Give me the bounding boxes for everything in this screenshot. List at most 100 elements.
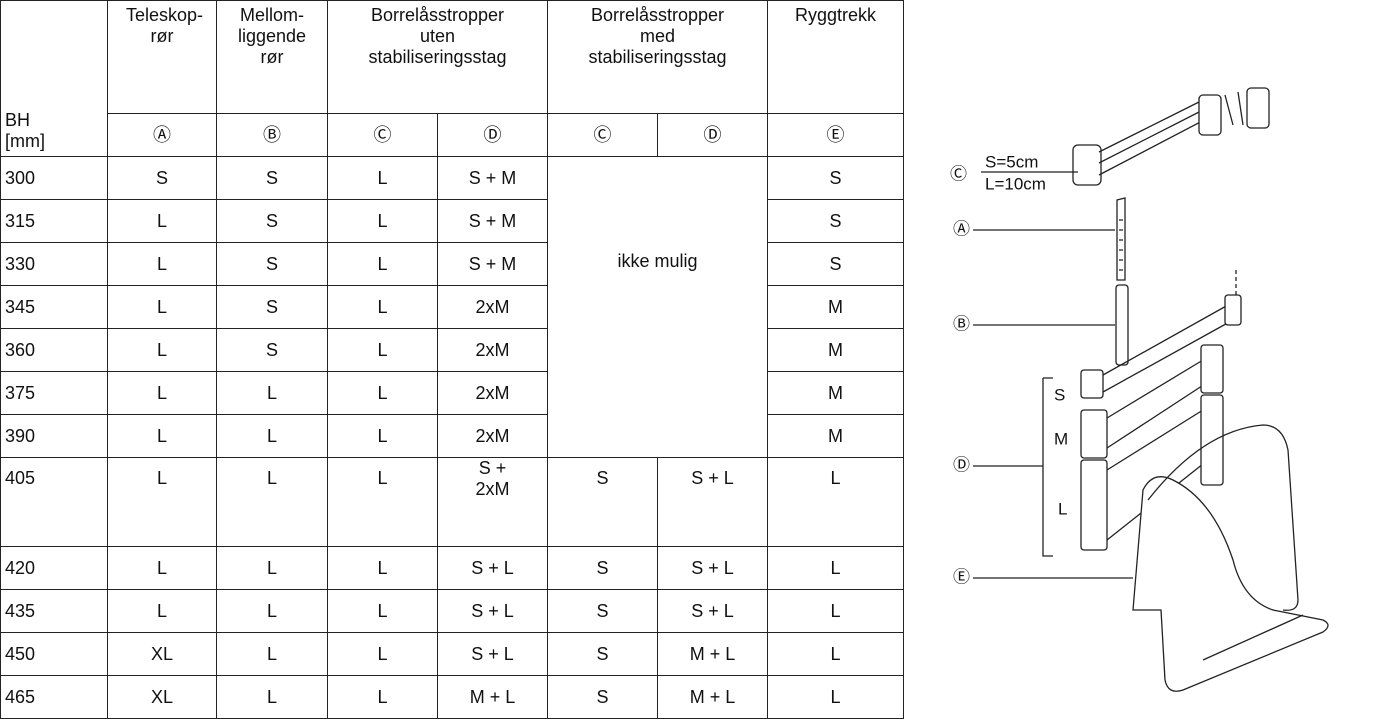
cell: L — [767, 589, 905, 633]
label-m: M — [1054, 429, 1068, 448]
column-header: Ryggtrekk — [767, 0, 905, 114]
cell: XL — [107, 632, 217, 676]
cell: L — [327, 371, 438, 415]
table-body: BH [mm] Teleskop-rør Mellom-liggende rør … — [0, 0, 905, 719]
label-d: Ⓓ — [953, 455, 970, 474]
cell: S + M — [436, 156, 549, 200]
cell: S — [107, 156, 217, 200]
cell: L — [216, 632, 328, 676]
data-row: 390 L L L 2xM M — [0, 414, 905, 458]
cell: M — [767, 371, 905, 415]
bh-cell: 390 — [0, 414, 108, 458]
cell: L — [107, 199, 217, 243]
cell: S + L — [657, 546, 769, 590]
cell: S — [547, 675, 659, 719]
cell: S + L — [436, 546, 549, 590]
bh-cell: 375 — [0, 371, 108, 415]
label-a: Ⓐ — [953, 219, 970, 238]
cell: S + L — [436, 589, 549, 633]
cell: S — [767, 242, 905, 286]
merged-note: ikke mulig — [547, 156, 769, 458]
data-row: 360 L S L 2xM M — [0, 328, 905, 372]
cell: L — [216, 457, 328, 547]
symbol-cell: Ⓓ — [436, 113, 549, 157]
cell: L — [767, 546, 905, 590]
size-table: BH [mm] Teleskop-rør Mellom-liggende rør … — [0, 0, 905, 719]
cell: S — [216, 328, 328, 372]
cell: S — [216, 242, 328, 286]
bh-cell: 465 — [0, 675, 108, 719]
cell: S — [767, 156, 905, 200]
label-s-size: S=5cm — [985, 152, 1038, 171]
cell: S — [767, 199, 905, 243]
header-row: BH [mm] Teleskop-rør Mellom-liggende rør … — [0, 0, 905, 157]
bh-cell: 315 — [0, 199, 108, 243]
column-header: Borrelåsstropper uten stabiliseringsstag — [326, 0, 549, 114]
bh-cell: 450 — [0, 632, 108, 676]
cell: L — [327, 546, 438, 590]
symbol-cell: Ⓒ — [547, 113, 659, 157]
cell: L — [327, 675, 438, 719]
data-row: 375 L L L 2xM M — [0, 371, 905, 415]
cell: M — [767, 414, 905, 458]
symbol-cell: Ⓔ — [767, 113, 905, 157]
cell: S + L — [657, 457, 769, 547]
cell: L — [767, 457, 905, 547]
cell: L — [327, 156, 438, 200]
cell: S + 2xM — [436, 457, 549, 547]
label-l: L — [1058, 499, 1067, 518]
symbol-cell: Ⓒ — [327, 113, 438, 157]
cell: S + M — [436, 242, 549, 286]
bh-unit: [mm] — [5, 131, 45, 151]
assembly-diagram: Ⓒ S=5cm L=10cm Ⓐ Ⓑ S M Ⓓ L Ⓔ — [950, 87, 1329, 692]
symbol-cell: Ⓑ — [216, 113, 328, 157]
label-b: Ⓑ — [953, 314, 970, 333]
cell: M + L — [657, 675, 769, 719]
bh-cell: 360 — [0, 328, 108, 372]
cell: L — [107, 546, 217, 590]
bh-cell: 420 — [0, 546, 108, 590]
cell: L — [327, 414, 438, 458]
cell: S — [216, 199, 328, 243]
cell: M + L — [657, 632, 769, 676]
cell: L — [107, 414, 217, 458]
bh-label: BH — [5, 110, 31, 130]
cell: L — [327, 589, 438, 633]
cell: 2xM — [436, 414, 549, 458]
cell: L — [107, 328, 217, 372]
label-l-size: L=10cm — [985, 174, 1046, 193]
cell: L — [327, 457, 438, 547]
cell: L — [327, 242, 438, 286]
cell: 2xM — [436, 371, 549, 415]
cell: L — [216, 546, 328, 590]
bh-cell: 300 — [0, 156, 108, 200]
cell: S + M — [436, 199, 549, 243]
column-header: Mellom-liggende rør — [216, 0, 328, 114]
column-header: Teleskop-rør — [107, 0, 217, 114]
cell: L — [327, 632, 438, 676]
cell: L — [327, 328, 438, 372]
cell: L — [216, 675, 328, 719]
bh-cell: 330 — [0, 242, 108, 286]
cell: L — [107, 285, 217, 329]
cell: M — [767, 285, 905, 329]
cell: S — [216, 156, 328, 200]
cell: S — [547, 546, 659, 590]
cell: M + L — [436, 675, 549, 719]
symbol-row: Ⓐ Ⓑ Ⓒ Ⓓ Ⓒ Ⓓ Ⓔ — [1, 113, 905, 157]
cell: L — [107, 457, 217, 547]
bh-cell: 435 — [0, 589, 108, 633]
bh-header: BH [mm] — [0, 0, 108, 157]
cell: L — [767, 632, 905, 676]
cell: S — [547, 589, 659, 633]
cell: S + L — [436, 632, 549, 676]
cell: XL — [107, 675, 217, 719]
cell: L — [767, 675, 905, 719]
